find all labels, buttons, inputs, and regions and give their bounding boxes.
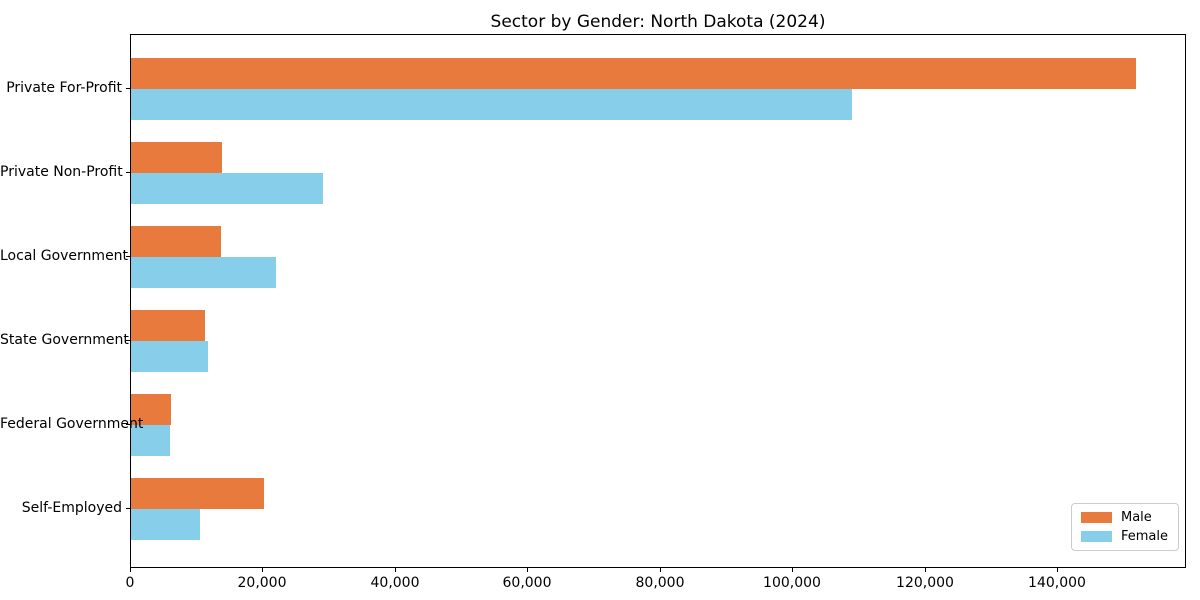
y-tick-label-1: Private Non-Profit xyxy=(0,164,123,180)
x-tick-1 xyxy=(262,568,263,572)
x-tick-0 xyxy=(130,568,131,572)
x-tick-7 xyxy=(1057,568,1058,572)
x-tick-2 xyxy=(395,568,396,572)
bar-female-5 xyxy=(131,509,200,540)
x-tick-3 xyxy=(527,568,528,572)
male-series-swatch xyxy=(1080,512,1112,523)
x-tick-label-6: 120,000 xyxy=(896,575,954,591)
x-tick-label-0: 0 xyxy=(125,575,135,591)
y-tick-label-0: Private For-Profit xyxy=(6,80,122,96)
bar-female-1 xyxy=(131,173,323,204)
bar-female-3 xyxy=(131,341,208,372)
bar-male-1 xyxy=(131,142,222,173)
legend-label-female: Female xyxy=(1120,529,1168,544)
plot-area: Male Female xyxy=(130,34,1186,568)
y-tick-label-3: State Government xyxy=(0,332,129,348)
y-tick-label-5: Self-Employed xyxy=(21,500,122,516)
bar-male-3 xyxy=(131,310,205,341)
x-tick-label-7: 140,000 xyxy=(1028,575,1086,591)
legend: Male Female xyxy=(1070,503,1179,551)
legend-label-male: Male xyxy=(1120,510,1152,525)
bar-male-2 xyxy=(131,226,221,257)
y-tick-4 xyxy=(126,424,130,425)
y-tick-label-2: Local Government xyxy=(0,248,129,264)
x-tick-label-3: 60,000 xyxy=(502,575,552,591)
x-tick-4 xyxy=(660,568,661,572)
legend-item-male: Male xyxy=(1080,510,1168,525)
x-tick-label-5: 100,000 xyxy=(763,575,821,591)
bar-female-2 xyxy=(131,257,276,288)
y-tick-0 xyxy=(126,88,130,89)
x-tick-5 xyxy=(792,568,793,572)
bar-male-0 xyxy=(131,58,1136,89)
y-tick-label-4: Federal Government xyxy=(0,416,144,432)
y-tick-3 xyxy=(126,340,130,341)
y-tick-1 xyxy=(126,172,130,173)
x-tick-label-4: 80,000 xyxy=(635,575,685,591)
legend-item-female: Female xyxy=(1080,529,1168,544)
y-tick-2 xyxy=(126,256,130,257)
bar-male-4 xyxy=(131,394,171,425)
x-tick-label-2: 40,000 xyxy=(370,575,420,591)
bar-male-5 xyxy=(131,478,264,509)
y-tick-5 xyxy=(126,508,130,509)
bar-female-4 xyxy=(131,425,170,456)
bar-female-0 xyxy=(131,89,852,120)
x-tick-6 xyxy=(925,568,926,572)
female-series-swatch xyxy=(1080,531,1112,542)
chart-title: Sector by Gender: North Dakota (2024) xyxy=(490,12,826,32)
x-tick-label-1: 20,000 xyxy=(237,575,287,591)
